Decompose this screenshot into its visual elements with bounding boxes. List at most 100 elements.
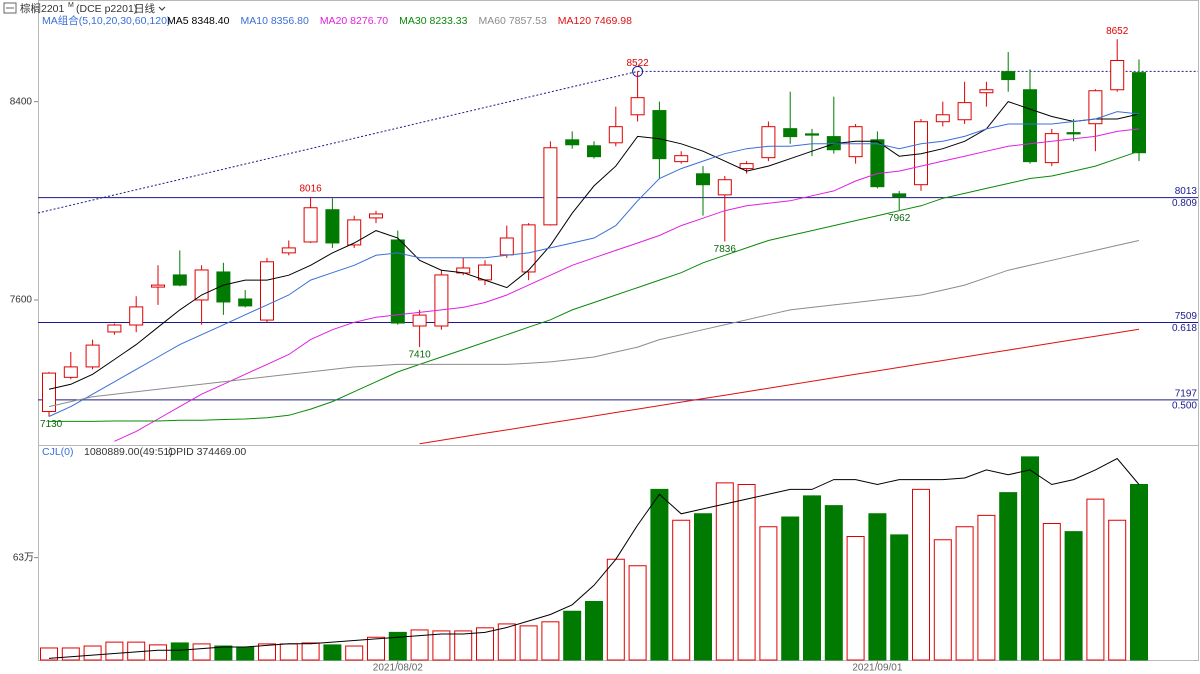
extreme-label: 8016 [299,183,322,194]
candle-body [652,110,667,160]
volume-bar [541,621,560,661]
candle-body [216,271,231,303]
volume-bar [454,630,473,661]
candle-body [194,269,209,301]
ma-group-label[interactable]: MA组合(5,10,20,30,60,120) [42,14,170,27]
volume-bar [955,526,974,661]
candle-body [717,179,732,196]
candle-body [478,264,492,281]
volume-bar [61,647,80,661]
legend-name: MA60 [478,15,506,27]
candle-body [761,126,776,159]
extreme-label: 8522 [626,58,649,69]
menu-icon[interactable] [3,2,17,14]
volume-bar [672,519,691,661]
legend-entry: MA60 7857.53 [478,15,546,27]
volume-bar [890,534,909,661]
period-caret [158,6,166,11]
volume-label[interactable]: CJL(0) [42,446,74,458]
volume-bar [606,558,625,661]
volume-bar [323,644,342,661]
volume-bar [192,643,211,661]
candle-body [957,102,972,121]
level-ratio: 0.618 [1172,323,1197,334]
candle-body [238,298,253,307]
volume-bar [1086,498,1105,661]
volume-bar [628,565,647,661]
legend-value: 7857.53 [509,15,547,27]
symbol-sup: M [68,2,74,9]
volume-bar [40,647,58,661]
volume-bar [83,645,102,661]
volume-bar [410,629,429,661]
ma-line [48,240,1140,408]
candle-body [129,306,144,326]
legend-entry: MA120 7469.98 [558,15,632,27]
candle-body [805,133,819,136]
volume-bar [432,630,451,661]
candle-body [630,97,645,116]
candle-body [739,163,754,170]
period-selector[interactable]: 日线 [134,2,155,15]
volume-bar [563,610,582,661]
extreme-label: 8652 [1106,26,1129,37]
volume-bar [650,488,669,661]
volume-bar [933,539,952,661]
level-value: 7509 [1175,311,1198,322]
legend-name: MA5 [167,15,189,27]
level-value: 8013 [1175,186,1198,197]
legend-name: MA10 [240,15,268,27]
volume-bar [258,643,276,661]
candle-body [260,261,274,321]
candle-body [608,126,623,144]
symbol-name: 棕榈2201 [20,2,65,15]
candle-body [172,274,187,286]
volume-bar [715,482,734,661]
volume-bar [824,505,843,661]
legend-name: MA20 [320,15,348,27]
candle-body [347,219,362,246]
legend-value: 8356.80 [271,15,309,27]
volume-bar [1064,531,1083,661]
volume-bar [694,513,712,661]
candle-body [1132,72,1146,154]
legend-value: 8276.70 [350,15,388,27]
candle-body [42,372,56,413]
legend-entry: MA10 8356.80 [240,15,308,27]
volume-bar [912,488,930,661]
volume-bar [214,645,233,661]
level-ratio: 0.500 [1172,401,1197,412]
volume-bar [846,536,865,661]
date-label: 2021/09/01 [852,663,902,674]
candle-body [892,193,907,198]
extreme-label: 7130 [40,419,63,430]
date-label: 2021/08/02 [373,663,423,674]
candle-body [325,209,340,244]
trendline [37,70,638,214]
volume-bar [149,644,167,661]
candle-body [434,274,449,327]
candle-body [935,114,950,123]
volume-bar [585,601,603,661]
candle-body [85,344,100,368]
extreme-label: 7962 [888,213,911,224]
candle-body [783,128,798,138]
volume-bar [999,492,1018,661]
volume-bar [170,642,189,661]
candle-body [1001,71,1016,81]
volume-value: 1080889.00(49:51) [84,446,173,458]
volume-bar [781,516,800,661]
candle-body [674,155,689,163]
candle-body [521,224,536,273]
volume-bar [803,495,821,661]
candle-body [412,314,427,327]
volume-bar [737,484,756,661]
volume-bar [1042,523,1061,661]
volume-bar [1130,484,1148,661]
ma-line [48,111,1140,417]
candle-body [499,237,514,256]
candle-body [979,89,994,94]
candle-body [63,366,78,378]
